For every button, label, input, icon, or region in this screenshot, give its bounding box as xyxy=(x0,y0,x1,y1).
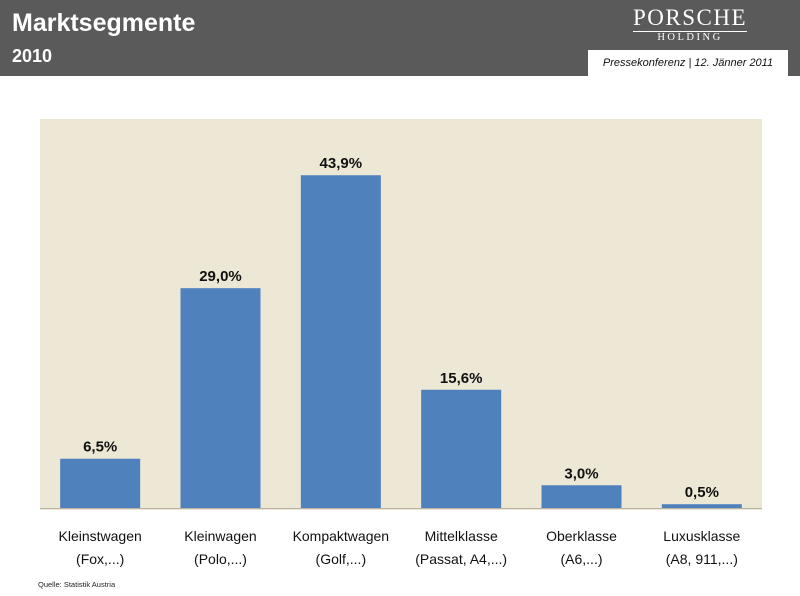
category-label: Mittelklasse xyxy=(425,528,498,544)
data-label: 6,5% xyxy=(83,439,117,456)
category-label: Kompaktwagen xyxy=(293,528,390,544)
category-example-label: (Golf,...) xyxy=(316,551,367,567)
data-label: 3,0% xyxy=(564,465,598,482)
header-bar: Marktsegmente 2010 PORSCHE HOLDING Press… xyxy=(0,0,800,76)
bar xyxy=(180,288,261,508)
category-label: Kleinwagen xyxy=(184,528,256,544)
page-title: Marktsegmente xyxy=(12,9,196,37)
category-example-label: (Fox,...) xyxy=(76,551,124,567)
data-label: 43,9% xyxy=(320,155,363,172)
category-example-label: (Polo,...) xyxy=(194,551,247,567)
bar-chart: 6,5% Kleinstwagen (Fox,...) 29,0% Kleinwagen… xyxy=(40,155,762,567)
category-label: Kleinstwagen xyxy=(59,528,142,544)
bar xyxy=(541,485,622,508)
bar xyxy=(661,504,742,508)
logo-subline: HOLDING xyxy=(633,31,747,43)
data-label: 15,6% xyxy=(440,370,483,387)
source-note: Quelle: Statistik Austria xyxy=(38,580,116,589)
bar xyxy=(60,458,141,508)
category-example-label: (A6,...) xyxy=(560,551,602,567)
category-example-label: (A8, 911,...) xyxy=(666,551,738,567)
chart-area: 6,5% Kleinstwagen (Fox,...) 29,0% Kleinwagen… xyxy=(40,119,762,567)
porsche-holding-logo: PORSCHE HOLDING xyxy=(605,6,775,43)
logo-wordmark: PORSCHE xyxy=(632,5,748,30)
category-example-label: (Passat, A4,...) xyxy=(415,551,507,567)
bar xyxy=(421,389,502,508)
data-label: 29,0% xyxy=(199,268,242,285)
event-label: Pressekonferenz | 12. Jänner 2011 xyxy=(588,50,788,76)
data-label: 0,5% xyxy=(685,484,719,501)
page-subtitle: 2010 xyxy=(12,46,53,66)
category-label: Oberklasse xyxy=(546,528,617,544)
bar xyxy=(300,175,381,508)
category-label: Luxusklasse xyxy=(663,528,740,544)
